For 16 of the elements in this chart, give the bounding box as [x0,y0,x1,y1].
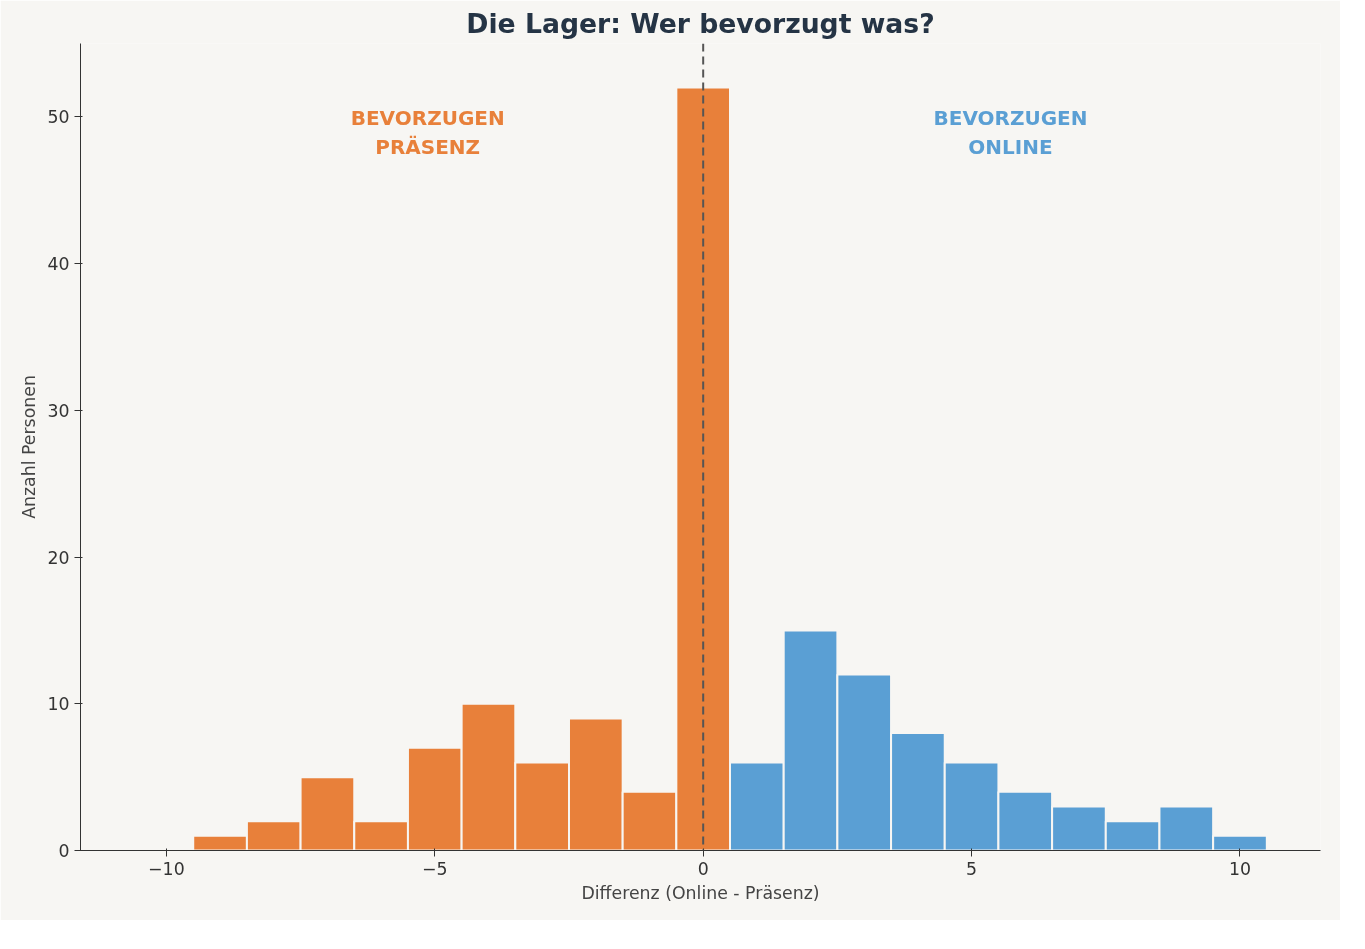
y-tick-label: 10 [47,694,70,715]
x-tick-label: −10 [148,858,185,879]
y-axis-title: Anzahl Personen [19,375,40,519]
annotation: BEVORZUGEN PRÄSENZ [350,105,505,159]
annotation: BEVORZUGEN ONLINE [933,105,1088,159]
y-tick-label: 50 [47,107,70,128]
x-axis-title: Differenz (Online - Präsenz) [581,882,820,903]
chart-title: Die Lager: Wer bevorzugt was? [466,7,935,39]
y-tick-label: 0 [58,841,70,861]
y-tick-label: 20 [47,547,70,568]
y-tick-label: 30 [47,400,70,421]
x-tick-label: 10 [1228,858,1252,879]
x-tick-label: 0 [697,858,709,879]
x-tick-label: −5 [422,858,448,879]
x-tick-label: 5 [966,858,978,879]
y-tick-label: 40 [47,254,70,275]
